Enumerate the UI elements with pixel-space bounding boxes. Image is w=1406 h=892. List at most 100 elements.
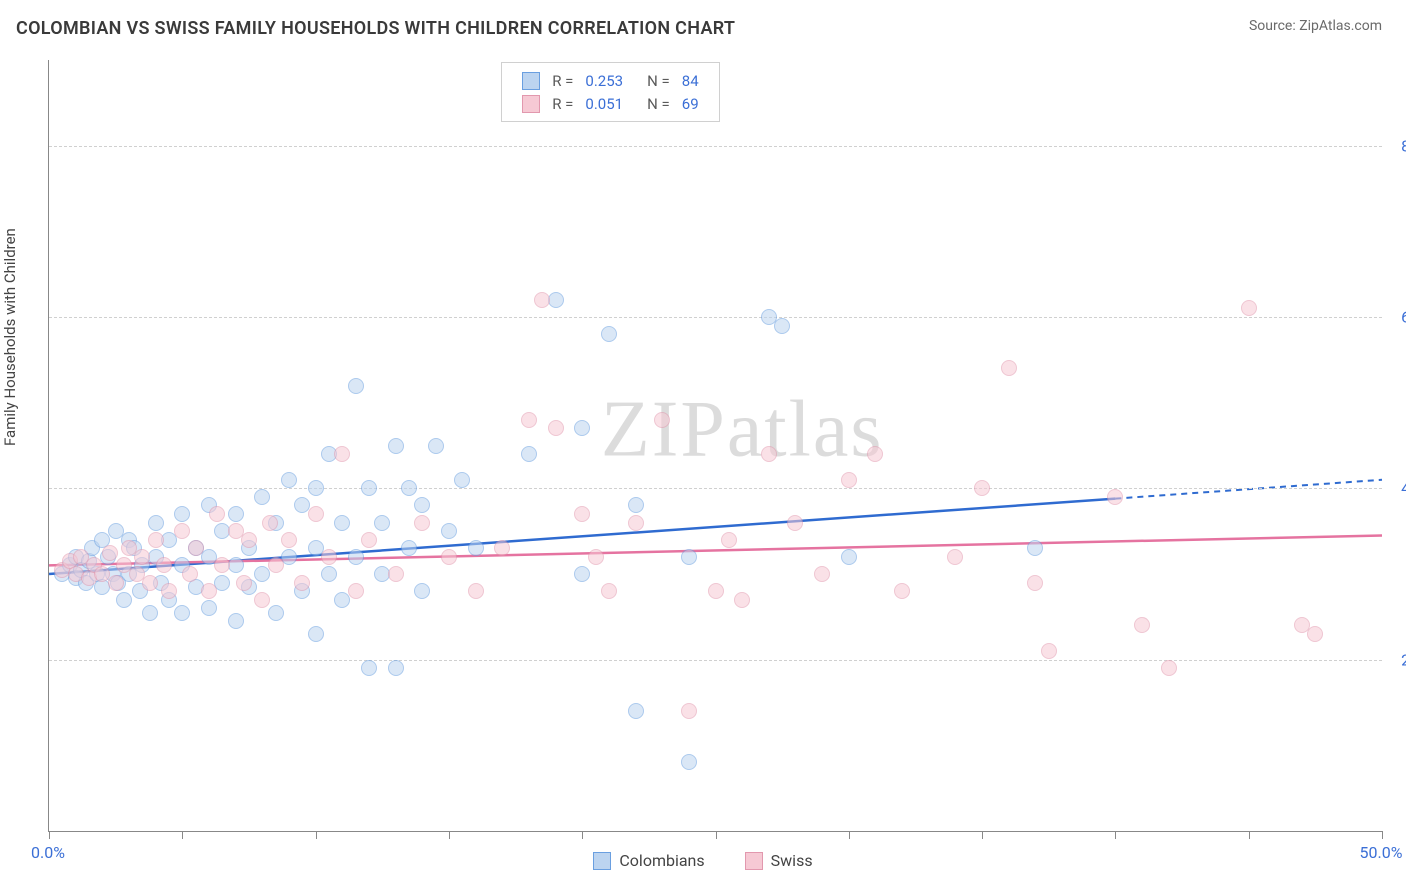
y-tick-label: 60.0% [1401,308,1406,327]
watermark: ZIPatlas [601,385,884,476]
y-axis-label: Family Households with Children [1,228,19,446]
x-tick [449,831,450,839]
watermark-part2: atlas [727,386,884,474]
data-point-colombians [401,540,417,556]
data-point-colombians [174,506,190,522]
data-point-colombians [374,515,390,531]
data-point-colombians [148,515,164,531]
data-point-colombians [321,566,337,582]
x-tick [982,831,983,839]
data-point-swiss [294,575,310,591]
data-point-swiss [867,446,883,462]
data-point-colombians [348,378,364,394]
data-point-swiss [441,549,457,565]
data-point-swiss [201,583,217,599]
swatch-swiss [745,852,763,870]
x-tick [1249,831,1250,839]
data-point-colombians [441,523,457,539]
watermark-part1: ZIP [601,386,727,474]
data-point-swiss [574,506,590,522]
data-point-swiss [787,515,803,531]
R-value-swiss: 0.051 [579,92,629,115]
data-point-colombians [308,480,324,496]
data-point-colombians [228,506,244,522]
legend-item-colombians: Colombians [593,851,704,870]
data-point-swiss [628,515,644,531]
data-point-colombians [601,326,617,342]
data-point-colombians [841,549,857,565]
data-point-swiss [174,523,190,539]
stats-row-colombians: R =0.253 N =84 [516,69,704,92]
data-point-colombians [174,605,190,621]
data-point-swiss [268,557,284,573]
data-point-swiss [1027,575,1043,591]
data-point-swiss [1134,617,1150,633]
N-value-colombians: 84 [676,69,705,92]
R-label: R = [546,92,579,115]
x-tick [582,831,583,839]
data-point-swiss [182,566,198,582]
data-point-swiss [588,549,604,565]
source-label: Source: ZipAtlas.com [1249,18,1382,34]
data-point-colombians [681,754,697,770]
x-tick [49,831,50,839]
data-point-colombians [401,480,417,496]
gridline [49,660,1382,661]
data-point-swiss [708,583,724,599]
N-value-swiss: 69 [676,92,705,115]
data-point-swiss [334,446,350,462]
data-point-colombians [628,497,644,513]
data-point-swiss [761,446,777,462]
N-label: N = [641,92,676,115]
gridline [49,146,1382,147]
chart-title: COLOMBIAN VS SWISS FAMILY HOUSEHOLDS WIT… [16,18,735,39]
data-point-swiss [947,549,963,565]
data-point-swiss [361,532,377,548]
legend-label-swiss: Swiss [771,851,813,870]
data-point-swiss [1241,300,1257,316]
R-label: R = [546,69,579,92]
R-value-colombians: 0.253 [579,69,629,92]
data-point-swiss [468,583,484,599]
data-point-colombians [228,613,244,629]
data-point-colombians [414,583,430,599]
data-point-swiss [241,532,257,548]
data-point-swiss [534,292,550,308]
data-point-swiss [348,583,364,599]
x-tick [1382,831,1383,839]
data-point-colombians [574,566,590,582]
data-point-swiss [841,472,857,488]
y-tick-label: 80.0% [1401,136,1406,155]
stats-row-swiss: R =0.051 N =69 [516,92,704,115]
data-point-swiss [161,583,177,599]
data-point-swiss [548,420,564,436]
data-point-swiss [734,592,750,608]
x-tick [316,831,317,839]
y-tick-label: 20.0% [1401,650,1406,669]
data-point-colombians [361,660,377,676]
N-label: N = [641,69,676,92]
data-point-swiss [721,532,737,548]
data-point-colombians [268,605,284,621]
data-point-swiss [142,575,158,591]
data-point-colombians [308,626,324,642]
x-tick [1115,831,1116,839]
data-point-swiss [188,540,204,556]
data-point-swiss [308,506,324,522]
data-point-colombians [628,703,644,719]
data-point-swiss [388,566,404,582]
data-point-colombians [348,549,364,565]
data-point-swiss [209,506,225,522]
data-point-colombians [521,446,537,462]
data-point-colombians [574,420,590,436]
data-point-swiss [236,575,252,591]
data-point-swiss [321,549,337,565]
data-point-colombians [454,472,470,488]
gridline [49,317,1382,318]
bottom-legend: Colombians Swiss [0,851,1406,870]
x-tick [849,831,850,839]
x-tick [716,831,717,839]
data-point-colombians [201,600,217,616]
data-point-colombians [116,592,132,608]
data-point-colombians [468,540,484,556]
